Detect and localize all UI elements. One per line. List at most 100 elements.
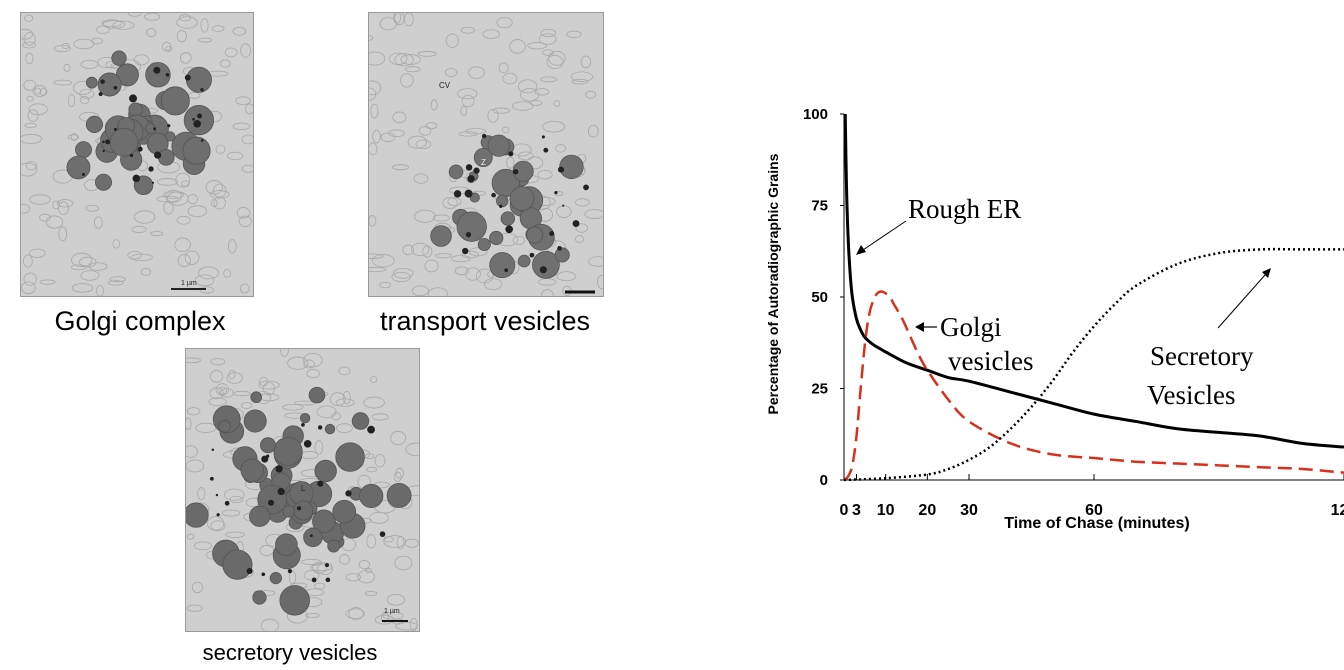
- y-tick-label: 50: [811, 289, 828, 306]
- dense-particle: [462, 247, 469, 255]
- membrane-texture: [175, 172, 191, 188]
- membrane-texture: [213, 183, 227, 198]
- membrane-texture: [458, 131, 478, 137]
- membrane-texture: [345, 608, 365, 619]
- granule: [469, 192, 480, 203]
- membrane-texture: [396, 535, 405, 550]
- membrane-texture: [28, 103, 48, 116]
- dense-particle: [216, 513, 220, 517]
- membrane-texture: [460, 105, 468, 116]
- dense-particle: [379, 531, 386, 537]
- membrane-texture: [27, 109, 39, 122]
- membrane-texture: [417, 51, 437, 57]
- membrane-texture: [210, 199, 218, 208]
- x-tick-label: 60: [1085, 502, 1103, 519]
- dense-particle: [481, 133, 487, 139]
- membrane-texture: [73, 38, 95, 50]
- granule: [335, 442, 365, 472]
- granule: [109, 128, 139, 157]
- membrane-texture: [241, 134, 253, 145]
- membrane-texture: [70, 264, 87, 271]
- membrane-texture: [61, 42, 70, 49]
- membrane-texture: [186, 407, 201, 416]
- y-tick-label: 25: [811, 381, 828, 398]
- dense-particle: [132, 174, 141, 183]
- dense-particle: [277, 487, 285, 496]
- granule: [448, 164, 464, 180]
- dense-particle: [200, 139, 204, 142]
- dense-particle: [541, 135, 545, 139]
- y-axis-label: Percentage of Autoradiographic Grains: [765, 153, 781, 414]
- granule: [512, 160, 534, 182]
- membrane-texture: [232, 122, 251, 131]
- membrane-texture: [101, 19, 122, 28]
- membrane-texture: [383, 536, 394, 543]
- membrane-texture: [240, 402, 253, 409]
- dense-particle: [102, 149, 105, 153]
- granule: [273, 436, 303, 467]
- dense-particle: [153, 66, 161, 74]
- membrane-texture: [366, 466, 378, 473]
- membrane-texture: [394, 555, 413, 571]
- dense-particle: [129, 94, 138, 103]
- membrane-texture: [445, 33, 459, 48]
- membrane-texture: [540, 289, 554, 296]
- membrane-texture: [317, 562, 334, 575]
- membrane-texture: [22, 41, 37, 49]
- membrane-texture: [223, 268, 232, 278]
- membrane-texture: [236, 207, 250, 219]
- membrane-texture: [176, 215, 191, 225]
- granule: [111, 50, 127, 66]
- membrane-texture: [424, 259, 439, 273]
- membrane-texture: [404, 13, 414, 27]
- dense-particle: [129, 153, 134, 158]
- secretory-annotation-line2: Vesicles: [1147, 380, 1235, 410]
- granule: [186, 502, 209, 528]
- dense-particle: [98, 92, 103, 97]
- membrane-texture: [512, 235, 525, 245]
- membrane-texture: [131, 225, 147, 234]
- granule: [218, 419, 232, 433]
- golgi-micrograph: 1 µm: [20, 12, 254, 297]
- membrane-texture: [391, 271, 412, 283]
- membrane-texture: [107, 280, 124, 286]
- golgi-annotation-line1: Golgi: [940, 312, 1002, 342]
- granule: [75, 141, 92, 159]
- pulse-chase-chart: 02550751000310203060120 Rough ERGolgives…: [760, 100, 1344, 620]
- membrane-texture: [79, 88, 95, 99]
- membrane-texture: [178, 14, 192, 22]
- membrane-texture: [364, 591, 378, 597]
- membrane-texture: [483, 278, 503, 291]
- dense-particle: [543, 147, 549, 153]
- secretory-micrograph-image: L 1 µm: [186, 349, 419, 631]
- membrane-texture: [400, 73, 414, 88]
- membrane-texture: [370, 103, 379, 119]
- membrane-texture: [215, 144, 226, 154]
- membrane-texture: [331, 412, 341, 421]
- granule: [312, 509, 336, 534]
- granule: [182, 136, 211, 165]
- membrane-texture: [555, 144, 567, 153]
- membrane-texture: [517, 79, 538, 94]
- membrane-texture: [305, 612, 320, 618]
- dense-particle: [317, 425, 323, 430]
- secretory-annotation-line1: Secretory: [1150, 341, 1254, 371]
- dense-particle: [317, 480, 324, 487]
- membrane-texture: [91, 37, 104, 45]
- granule: [240, 458, 264, 482]
- dense-particle: [465, 231, 472, 238]
- membrane-texture: [25, 160, 38, 171]
- membrane-texture: [496, 16, 513, 29]
- membrane-texture: [45, 215, 64, 229]
- membrane-texture: [587, 124, 599, 138]
- membrane-texture: [24, 14, 34, 22]
- granule: [314, 459, 337, 483]
- y-tick-label: 100: [803, 106, 828, 123]
- transport-micrograph: CV Z: [368, 12, 604, 297]
- membrane-texture: [21, 133, 43, 144]
- transport-caption: transport vesicles: [379, 306, 591, 336]
- x-axis-label: Time of Chase (minutes): [1004, 515, 1190, 532]
- membrane-texture: [166, 191, 189, 206]
- membrane-texture: [371, 413, 389, 421]
- granule: [489, 230, 504, 246]
